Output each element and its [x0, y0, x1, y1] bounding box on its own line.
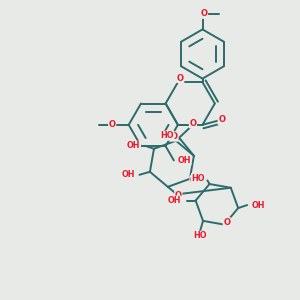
Text: HO: HO	[160, 131, 174, 140]
Text: OH: OH	[177, 156, 191, 165]
Text: HO: HO	[191, 173, 205, 182]
Text: O: O	[177, 74, 184, 82]
Text: O: O	[109, 120, 116, 129]
Text: O: O	[189, 119, 197, 128]
Text: O: O	[171, 132, 178, 141]
Text: HO: HO	[193, 231, 207, 240]
Text: OH: OH	[122, 170, 135, 179]
Text: O: O	[175, 191, 182, 200]
Text: O: O	[218, 116, 225, 124]
Text: O: O	[190, 176, 197, 185]
Text: OH: OH	[167, 196, 181, 205]
Text: OH: OH	[127, 141, 140, 150]
Text: OH: OH	[252, 201, 265, 210]
Text: O: O	[223, 218, 230, 227]
Text: O: O	[200, 9, 208, 18]
